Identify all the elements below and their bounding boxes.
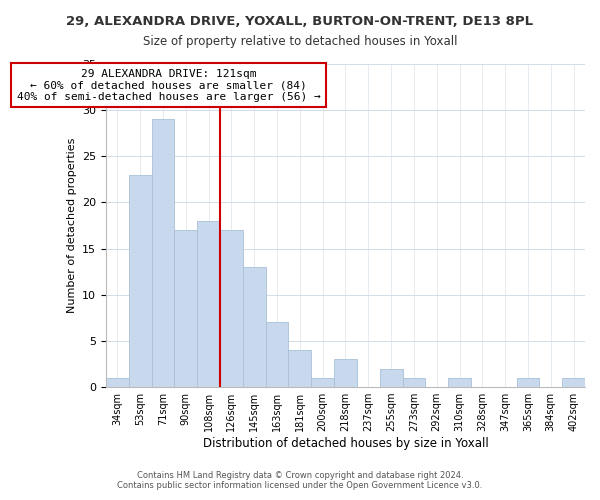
X-axis label: Distribution of detached houses by size in Yoxall: Distribution of detached houses by size … [203, 437, 488, 450]
Bar [403, 378, 425, 387]
Bar [517, 378, 539, 387]
Bar [197, 221, 220, 387]
Bar [243, 267, 266, 387]
Bar [334, 360, 357, 387]
Text: Size of property relative to detached houses in Yoxall: Size of property relative to detached ho… [143, 35, 457, 48]
Bar [152, 120, 175, 387]
Text: 29, ALEXANDRA DRIVE, YOXALL, BURTON-ON-TRENT, DE13 8PL: 29, ALEXANDRA DRIVE, YOXALL, BURTON-ON-T… [67, 15, 533, 28]
Text: 29 ALEXANDRA DRIVE: 121sqm
← 60% of detached houses are smaller (84)
40% of semi: 29 ALEXANDRA DRIVE: 121sqm ← 60% of deta… [17, 68, 320, 102]
Bar [311, 378, 334, 387]
Text: Contains HM Land Registry data © Crown copyright and database right 2024.
Contai: Contains HM Land Registry data © Crown c… [118, 470, 482, 490]
Bar [289, 350, 311, 387]
Bar [448, 378, 471, 387]
Bar [220, 230, 243, 387]
Bar [266, 322, 289, 387]
Bar [380, 368, 403, 387]
Bar [562, 378, 585, 387]
Bar [129, 175, 152, 387]
Bar [106, 378, 129, 387]
Y-axis label: Number of detached properties: Number of detached properties [67, 138, 77, 313]
Bar [175, 230, 197, 387]
